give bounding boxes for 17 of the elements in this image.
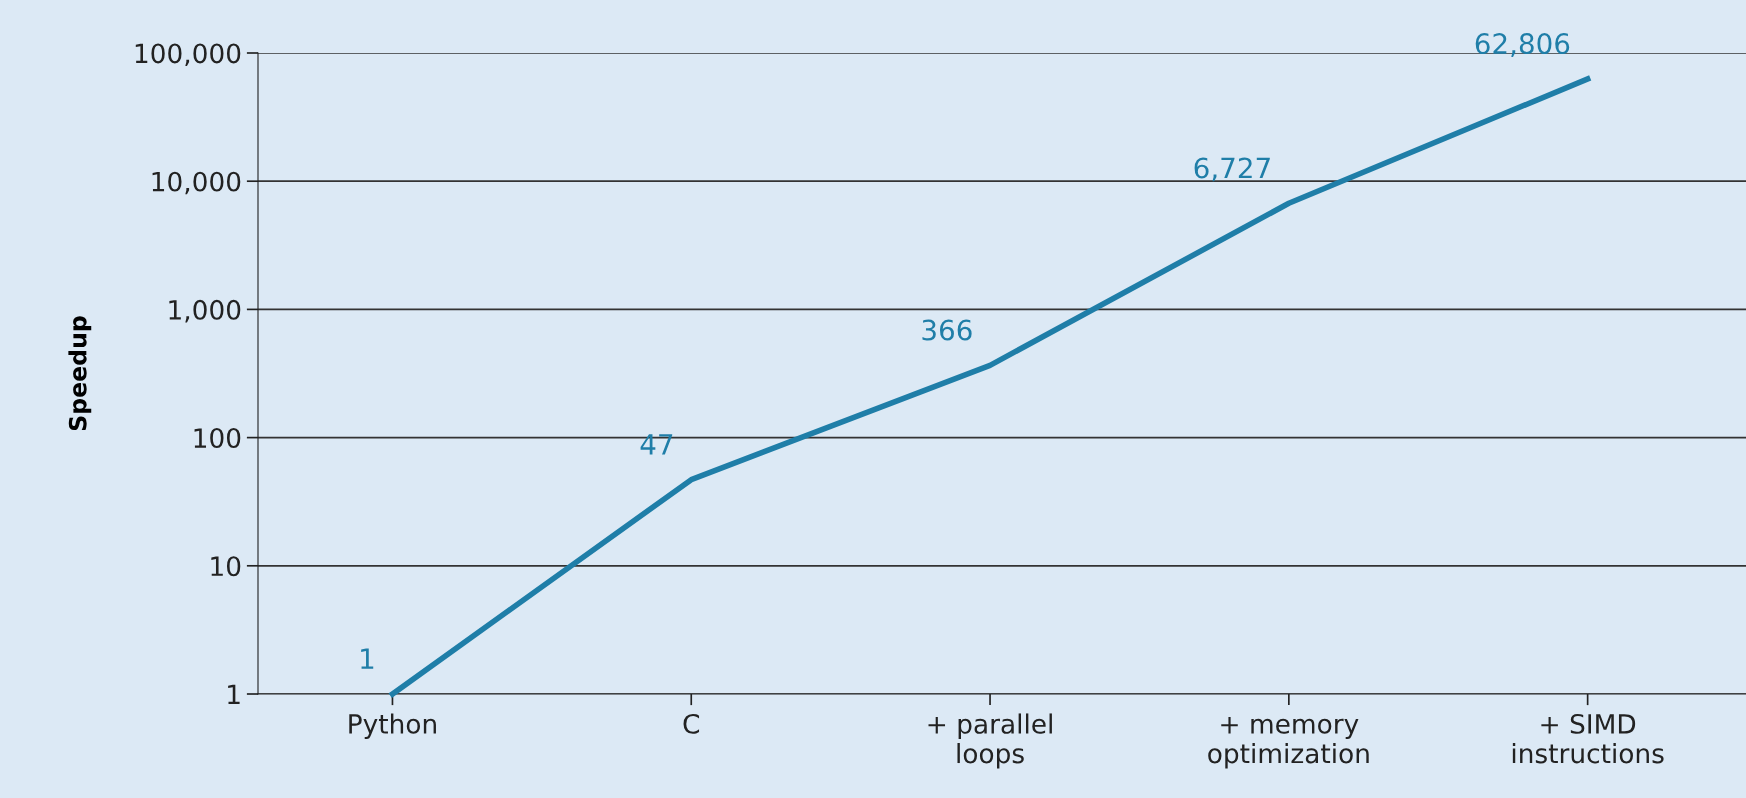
data-label: 366 <box>922 319 972 341</box>
y-tick-label: 100,000 <box>135 43 241 67</box>
data-label: 6,727 <box>1194 157 1270 182</box>
x-tick-label: C <box>683 713 700 734</box>
y-tick-label: 1,000 <box>169 299 241 323</box>
x-tick-label: + SIMD instructions <box>1512 713 1664 764</box>
y-tick-label: 100 <box>194 428 241 448</box>
y-tick-label: 1 <box>228 684 240 705</box>
data-label: 1 <box>361 648 374 669</box>
data-label: 62,806 <box>1475 33 1570 57</box>
x-tick-label: Python <box>349 713 436 739</box>
y-tick-label: 10 <box>211 556 241 577</box>
x-tick-label: + memory optimization <box>1208 716 1369 769</box>
y-axis-title: Speedup <box>68 316 92 431</box>
data-label: 47 <box>640 434 673 455</box>
x-tick-label: + parallel loops <box>928 713 1052 769</box>
y-tick-label: 10,000 <box>152 171 241 195</box>
